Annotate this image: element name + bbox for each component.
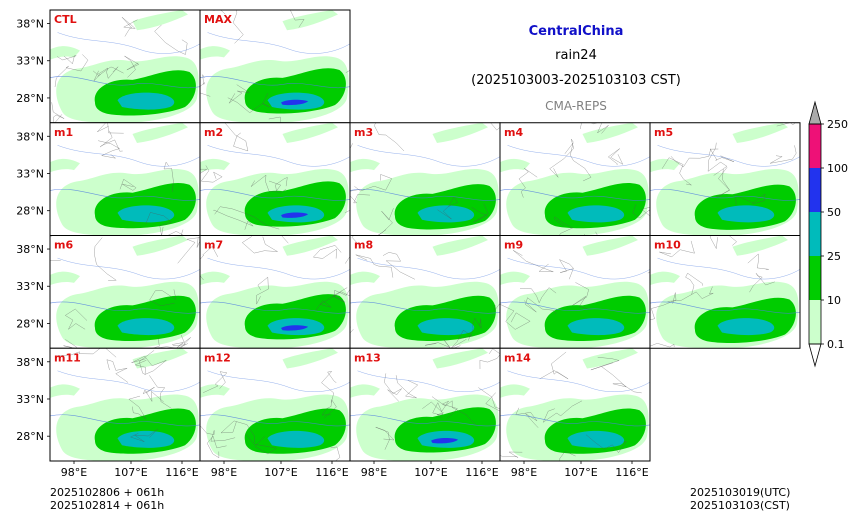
lon-tick-label: 107°E xyxy=(564,466,597,479)
colorbar-bin xyxy=(809,256,821,300)
rain-area-storm xyxy=(281,99,308,106)
panel-CTL: CTL xyxy=(49,9,201,124)
colorbar-under-arrow xyxy=(808,343,822,368)
lon-tick-label: 107°E xyxy=(114,466,147,479)
panel-m14: m14 xyxy=(499,347,651,462)
rain-area-heavy xyxy=(117,92,175,110)
lat-tick-label: 28°N xyxy=(16,430,44,443)
lat-tick-label: 28°N xyxy=(16,317,44,330)
lat-tick-label: 33°N xyxy=(16,393,44,406)
model-title: CMA-REPS xyxy=(545,99,607,113)
lat-tick-label: 38°N xyxy=(16,356,44,369)
panel-label: m13 xyxy=(354,351,381,364)
lat-tick-label: 33°N xyxy=(16,55,44,68)
panel-label: m11 xyxy=(54,351,81,364)
lon-tick-label: 116°E xyxy=(165,466,198,479)
lon-tick-label: 107°E xyxy=(264,466,297,479)
panel-label: m1 xyxy=(54,126,73,139)
lat-tick-label: 28°N xyxy=(16,205,44,218)
colorbar-over-arrow xyxy=(808,100,822,125)
panel-m4: m4 xyxy=(499,122,651,236)
colorbar-tick-label: 10 xyxy=(827,294,841,307)
rain-area-heavy xyxy=(417,318,475,336)
rain-area-storm xyxy=(281,212,308,218)
colorbar-tick-label: 100 xyxy=(827,162,848,175)
rain-area-storm xyxy=(431,437,458,444)
panel-m9: m9 xyxy=(499,235,651,349)
valid-time-cst: 2025103103(CST) xyxy=(690,499,790,512)
rain-area-storm xyxy=(281,325,308,331)
lat-tick-label: 38°N xyxy=(16,130,44,143)
lon-tick-label: 98°E xyxy=(61,466,87,479)
lat-tick-label: 38°N xyxy=(16,243,44,256)
panel-label: MAX xyxy=(204,13,232,26)
colorbar-bin xyxy=(809,168,821,212)
colorbar-bin xyxy=(809,124,821,168)
colorbar-tick-label: 25 xyxy=(827,250,841,263)
panel-m1: m1 xyxy=(49,122,201,236)
lat-tick-label: 38°N xyxy=(16,18,44,31)
panel-m10: m10 xyxy=(649,235,801,349)
panel-label: m12 xyxy=(204,351,231,364)
lat-tick-label: 33°N xyxy=(16,280,44,293)
rain-area-heavy xyxy=(267,430,325,448)
lon-tick-label: 98°E xyxy=(211,466,237,479)
panel-label: m6 xyxy=(54,239,73,252)
period-title: (2025103003-2025103103 CST) xyxy=(471,73,681,88)
panel-label: m9 xyxy=(504,239,523,252)
panel-m2: m2 xyxy=(199,122,351,236)
rain-area-heavy xyxy=(117,205,175,223)
panel-label: m7 xyxy=(204,239,223,252)
rain-area-heavy xyxy=(717,205,775,223)
panel-m11: m11 xyxy=(49,347,201,462)
lon-tick-label: 116°E xyxy=(615,466,648,479)
rain-area-heavy xyxy=(117,318,175,336)
rain-area-heavy xyxy=(717,318,775,336)
panel-m12: m12 xyxy=(199,347,351,462)
panel-label: CTL xyxy=(54,13,77,26)
valid-time-utc: 2025103019(UTC) xyxy=(690,486,791,499)
colorbar-tick-label: 250 xyxy=(827,118,848,131)
variable-title: rain24 xyxy=(555,48,597,63)
lon-tick-label: 116°E xyxy=(315,466,348,479)
panel-label: m3 xyxy=(354,126,373,139)
colorbar-bin xyxy=(809,212,821,256)
panel-m5: m5 xyxy=(649,122,801,236)
panel-label: m5 xyxy=(654,126,673,139)
panel-label: m2 xyxy=(204,126,223,139)
rain-area-heavy xyxy=(567,205,625,223)
panel-MAX: MAX xyxy=(199,9,351,124)
rain-area-heavy xyxy=(567,318,625,336)
rain-area-heavy xyxy=(117,430,175,448)
lon-tick-label: 107°E xyxy=(414,466,447,479)
panel-m13: m13 xyxy=(349,347,501,462)
lon-tick-label: 98°E xyxy=(361,466,387,479)
region-title: CentralChina xyxy=(528,24,624,39)
rain-area-heavy xyxy=(567,430,625,448)
lat-tick-label: 33°N xyxy=(16,167,44,180)
panel-m6: m6 xyxy=(49,235,201,349)
colorbar-tick-label: 0.1 xyxy=(827,338,845,351)
lat-tick-label: 28°N xyxy=(16,92,44,105)
colorbar-tick-label: 50 xyxy=(827,206,841,219)
panel-label: m4 xyxy=(504,126,523,139)
init-time-2: 2025102814 + 061h xyxy=(50,499,165,512)
colorbar-bin xyxy=(809,300,821,344)
init-time-1: 2025102806 + 061h xyxy=(50,486,165,499)
lon-tick-label: 98°E xyxy=(511,466,537,479)
lon-tick-label: 116°E xyxy=(465,466,498,479)
panel-label: m10 xyxy=(654,239,681,252)
panel-label: m8 xyxy=(354,239,373,252)
panel-m7: m7 xyxy=(199,235,351,349)
panel-m3: m3 xyxy=(349,122,501,236)
panel-label: m14 xyxy=(504,351,531,364)
colorbar: 0.1 10 25 50 100 250 xyxy=(808,100,848,368)
